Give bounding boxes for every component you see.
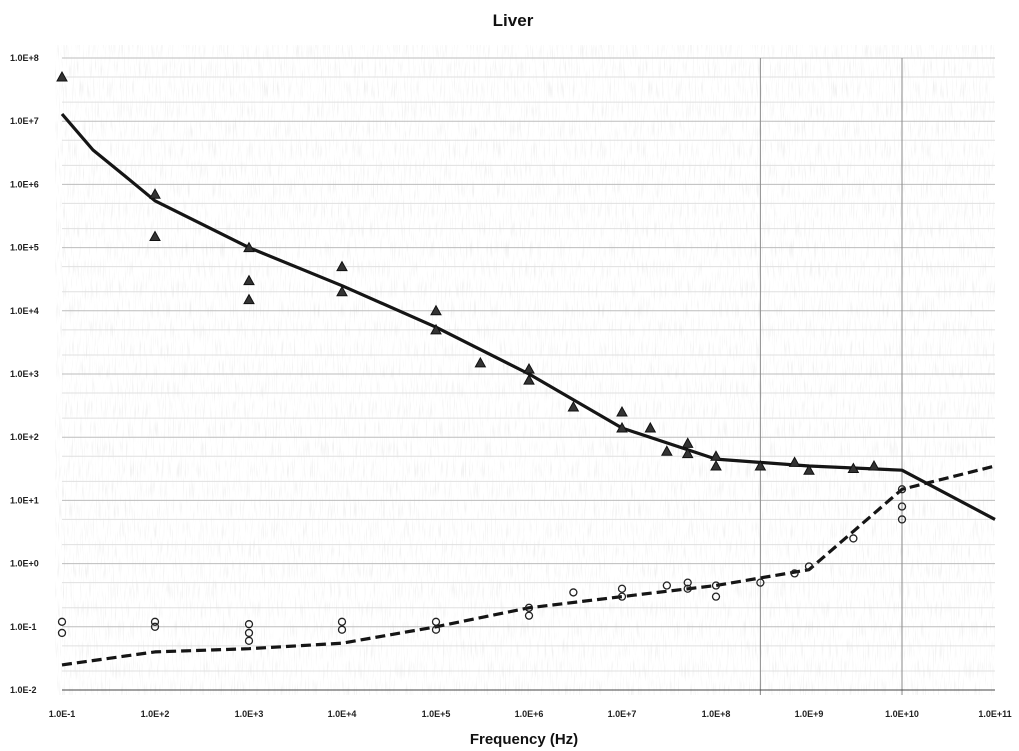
- data-point-triangle: [336, 260, 348, 272]
- data-point-circle: [849, 534, 858, 543]
- chart-title: Liver: [493, 11, 534, 30]
- data-point-circle: [804, 562, 814, 571]
- data-point-triangle: [474, 356, 487, 368]
- x-tick-label: 1.0E+4: [328, 709, 357, 719]
- data-point-triangle: [868, 459, 880, 471]
- data-point-circle: [150, 622, 160, 631]
- x-tick-label: 1.0E+8: [702, 709, 731, 719]
- data-point-triangle: [754, 459, 767, 471]
- x-tick-label: 1.0E+9: [795, 709, 824, 719]
- y-tick-label: 1.0E+6: [10, 179, 39, 189]
- data-point-circle: [150, 617, 160, 626]
- x-tick-label: 1.0E-1: [49, 709, 76, 719]
- data-point-circle: [337, 617, 347, 626]
- y-tick-label: 1.0E+5: [10, 243, 39, 253]
- grid-layer: [62, 57, 995, 695]
- data-point-circle: [569, 588, 578, 597]
- data-point-triangle: [56, 70, 68, 82]
- data-point-triangle: [523, 362, 535, 374]
- y-tick-label: 1.0E+7: [10, 116, 39, 126]
- data-point-triangle: [616, 421, 628, 433]
- marker-layer: [56, 70, 907, 645]
- y-tick-label: 1.0E+4: [10, 306, 39, 316]
- x-tick-label: 1.0E+11: [978, 709, 1011, 719]
- data-point-circle: [244, 628, 254, 638]
- data-point-triangle: [243, 293, 255, 305]
- x-tick-label: 1.0E+10: [885, 709, 919, 719]
- data-point-triangle: [149, 188, 161, 199]
- data-point-triangle: [616, 406, 628, 417]
- data-point-circle: [662, 581, 671, 590]
- data-point-circle: [524, 603, 534, 612]
- data-point-circle: [711, 581, 721, 590]
- data-point-circle: [524, 611, 534, 620]
- x-tick-label: 1.0E+3: [235, 709, 264, 719]
- data-point-circle: [617, 584, 627, 593]
- data-point-circle: [756, 578, 765, 587]
- data-point-circle: [57, 617, 67, 626]
- y-tick-label: 1.0E+2: [10, 432, 39, 442]
- data-point-triangle: [788, 456, 801, 467]
- data-point-triangle: [803, 464, 815, 475]
- data-point-triangle: [710, 459, 722, 471]
- series-line-dashed: [61, 464, 996, 667]
- data-point-triangle: [149, 230, 161, 241]
- data-point-triangle: [243, 241, 255, 253]
- data-point-triangle: [430, 323, 442, 335]
- data-point-circle: [244, 620, 254, 629]
- data-point-triangle: [336, 285, 348, 297]
- y-tick-label: 1.0E+3: [10, 369, 39, 379]
- scan-texture: [55, 45, 995, 695]
- data-point-triangle: [567, 401, 580, 412]
- data-point-circle: [57, 628, 67, 638]
- data-point-circle: [897, 485, 907, 494]
- data-point-circle: [711, 592, 721, 601]
- data-point-circle: [683, 578, 692, 587]
- data-point-triangle: [660, 445, 673, 456]
- data-point-circle: [244, 636, 254, 645]
- data-point-triangle: [430, 304, 442, 316]
- data-point-circle: [431, 625, 441, 634]
- data-point-triangle: [523, 374, 535, 385]
- data-point-circle: [337, 625, 347, 634]
- y-tick-label: 1.0E+8: [10, 53, 39, 63]
- y-tick-label: 1.0E-1: [10, 622, 37, 632]
- y-tick-label: 1.0E+0: [10, 559, 39, 569]
- data-point-circle: [897, 502, 907, 511]
- data-point-circle: [683, 584, 692, 593]
- data-point-circle: [897, 515, 907, 524]
- x-tick-label: 1.0E+5: [422, 709, 451, 719]
- data-point-triangle: [847, 462, 860, 473]
- data-point-triangle: [243, 274, 255, 286]
- y-tick-label: 1.0E+1: [10, 495, 39, 505]
- data-point-circle: [617, 592, 627, 601]
- data-point-triangle: [644, 421, 657, 433]
- tick-layer: 1.0E-1 1.0E+2 1.0E+3 1.0E+4 1.0E+5 1.0E+6 1.0E…: [10, 53, 1012, 719]
- x-tick-label: 1.0E+7: [608, 709, 637, 719]
- x-tick-label: 1.0E+2: [141, 709, 170, 719]
- data-point-circle: [790, 569, 799, 578]
- data-point-triangle: [681, 437, 694, 448]
- x-axis-label: Frequency (Hz): [470, 731, 578, 748]
- data-point-circle: [431, 617, 441, 626]
- x-tick-label: 1.0E+6: [515, 709, 544, 719]
- data-point-triangle: [681, 447, 694, 459]
- y-tick-label: 1.0E-2: [10, 685, 37, 695]
